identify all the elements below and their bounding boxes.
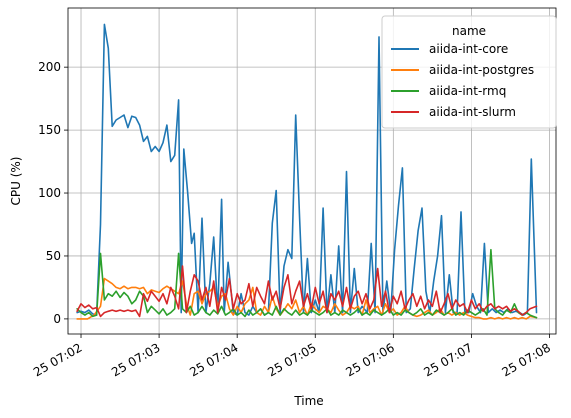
- x-tick-label: 25 07:03: [109, 340, 162, 379]
- x-tick-label: 25 07:05: [265, 340, 318, 379]
- y-tick-label: 100: [38, 186, 61, 200]
- series-line-aiida-int-rmq: [76, 248, 538, 319]
- legend-label-aiida-int-rmq: aiida-int-rmq: [429, 84, 506, 98]
- x-tick-label: 25 07:07: [421, 340, 474, 379]
- series-line-aiida-int-postgres: [76, 277, 538, 320]
- y-tick-label: 150: [38, 123, 61, 137]
- legend-label-aiida-int-core: aiida-int-core: [429, 42, 508, 56]
- legend-label-aiida-int-postgres: aiida-int-postgres: [429, 63, 534, 77]
- legend: name aiida-int-coreaiida-int-postgresaii…: [381, 15, 557, 129]
- plot-area-border: [67, 7, 557, 335]
- legend-entries: aiida-int-core aiida-int-postgres aiida-in…: [391, 42, 534, 119]
- x-tick-label: 25 07:06: [343, 340, 396, 379]
- series-line-aiida-int-slurm: [76, 265, 538, 318]
- x-tick-label: 25 07:04: [187, 340, 240, 379]
- y-tick-label: 200: [38, 60, 61, 74]
- x-axis-label: Time: [293, 394, 323, 408]
- x-tick-label: 25 07:02: [31, 340, 84, 379]
- x-axis-ticks: 25 07:02 25 07:03 25 07:04 25 07:05 25 07:06…: [31, 334, 553, 379]
- legend-title: name: [452, 24, 486, 38]
- y-axis-label: CPU (%): [9, 157, 23, 206]
- plot-frame: [67, 7, 557, 335]
- y-tick-label: 0: [53, 312, 61, 326]
- legend-label-aiida-int-slurm: aiida-int-slurm: [429, 105, 516, 119]
- series-lines: [76, 23, 538, 320]
- y-tick-label: 50: [46, 249, 61, 263]
- x-tick-label: 25 07:08: [500, 340, 553, 379]
- legend-box: [381, 15, 557, 129]
- y-axis-ticks: 0 50 100 150 200: [38, 60, 68, 326]
